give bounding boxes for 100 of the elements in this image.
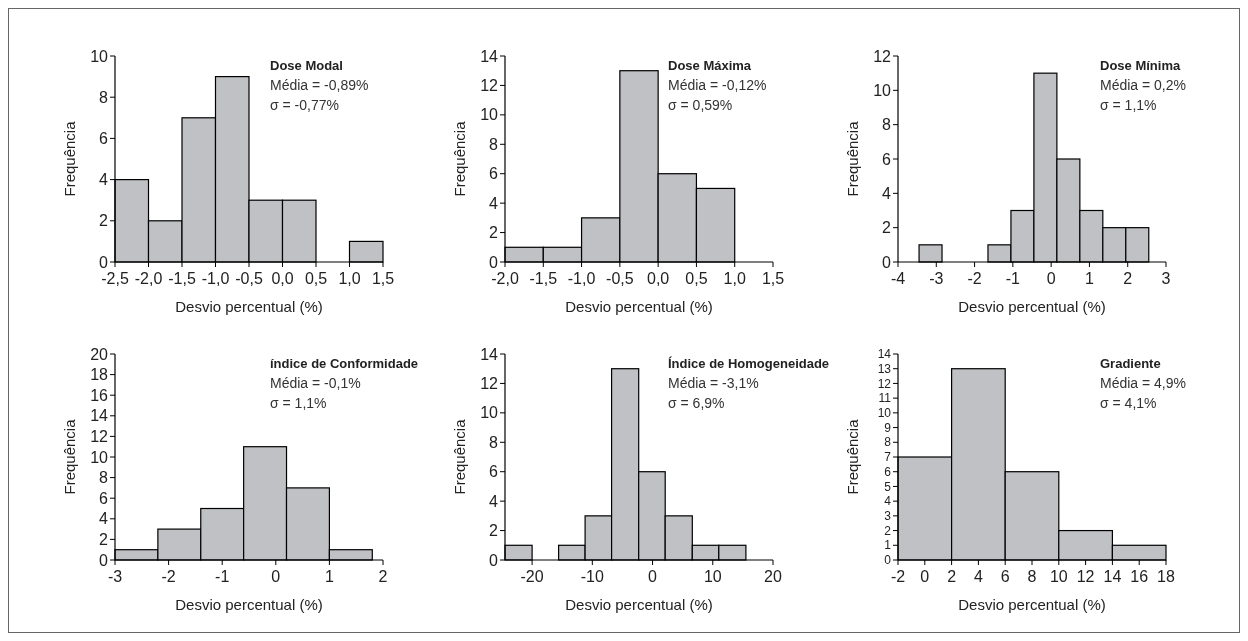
x-tick-label: 12 [1076, 568, 1095, 585]
x-tick-label: 1,5 [761, 270, 785, 287]
y-tick-label: 6 [489, 463, 499, 481]
y-tick-label: 10 [873, 81, 892, 99]
y-tick-label: 20 [90, 345, 109, 363]
x-axis-title: Desvio percentual (%) [565, 298, 713, 315]
x-tick-label: 1,0 [723, 270, 746, 287]
y-tick-label: 4 [489, 194, 499, 212]
y-tick-label: 10 [480, 404, 499, 422]
x-tick-label: -20 [520, 568, 544, 585]
y-axis-title: Frequência [61, 120, 78, 197]
y-tick-label: 7 [884, 450, 892, 465]
x-tick-label: -2 [890, 568, 906, 585]
x-tick-label: 4 [973, 568, 983, 585]
x-tick-label: -4 [890, 270, 906, 287]
y-tick-label: 3 [884, 509, 892, 524]
y-tick-label: 0 [884, 553, 892, 568]
x-tick-label: -0,5 [606, 270, 634, 287]
x-tick-label: -10 [580, 568, 604, 585]
y-tick-label: 4 [489, 492, 499, 510]
annotation: Média = -0,1% [270, 375, 361, 391]
x-tick-label: 3 [1161, 270, 1171, 287]
x-tick-label: -2 [161, 568, 176, 585]
chart-title: Índice de Homogeneidade [668, 356, 830, 371]
y-tick-label: 10 [90, 448, 109, 466]
y-tick-label: 13 [877, 361, 892, 376]
annotation: Média = 4,9% [1100, 375, 1186, 391]
x-tick-label: 0 [920, 568, 930, 585]
y-tick-label: 5 [884, 479, 892, 494]
y-tick-label: 12 [480, 77, 499, 95]
x-tick-label: 20 [764, 568, 782, 585]
y-tick-label: 14 [90, 407, 109, 425]
x-tick-label: -1 [215, 568, 230, 585]
x-tick-label: 0,5 [304, 270, 328, 287]
x-tick-label: 10 [703, 568, 722, 585]
x-tick-label: 1,0 [338, 270, 361, 287]
chart-title: Gradiente [1100, 356, 1161, 371]
y-tick-label: 4 [882, 184, 892, 202]
annotation: σ = -0,77% [270, 97, 339, 113]
x-tick-label: 2 [1123, 270, 1133, 287]
y-tick-label: 6 [99, 489, 109, 507]
y-tick-label: 16 [90, 386, 109, 404]
y-tick-label: 8 [884, 435, 892, 450]
annotation: σ = 1,1% [1100, 97, 1157, 113]
x-axis-title: Desvio percentual (%) [958, 298, 1106, 315]
y-axis-title: Frequência [61, 418, 78, 495]
y-tick-label: 8 [99, 88, 109, 106]
y-tick-label: 2 [489, 224, 499, 242]
x-tick-label: -2,0 [491, 270, 519, 287]
y-tick-label: 4 [884, 494, 892, 509]
x-tick-label: -1,0 [201, 270, 230, 287]
y-tick-label: 12 [480, 375, 499, 393]
y-tick-label: 0 [489, 253, 499, 271]
y-tick-label: 0 [99, 253, 109, 271]
y-tick-label: 14 [480, 47, 499, 65]
y-tick-label: 14 [877, 347, 892, 362]
x-tick-label: -1,5 [168, 270, 196, 287]
annotation: σ = 0,59% [668, 97, 733, 113]
x-tick-label: 0,0 [271, 270, 294, 287]
x-tick-label: -0,5 [235, 270, 263, 287]
annotation: σ = 1,1% [270, 395, 327, 411]
annotation: σ = 4,1% [1100, 395, 1157, 411]
x-tick-label: 1 [324, 568, 334, 585]
y-tick-label: 4 [99, 510, 109, 528]
x-tick-label: 6 [1000, 568, 1010, 585]
x-tick-label: 2 [378, 568, 388, 585]
y-tick-label: 4 [99, 171, 109, 189]
chart-title: índice de Conformidade [270, 356, 419, 371]
y-tick-label: 6 [884, 464, 892, 479]
annotation: Média = -0,12% [668, 77, 767, 93]
y-tick-label: 10 [877, 406, 892, 421]
y-axis-title: Frequência [844, 418, 861, 495]
y-tick-label: 8 [489, 135, 499, 153]
x-tick-label: 1,5 [371, 270, 395, 287]
y-tick-label: 8 [882, 116, 892, 134]
x-axis-title: Desvio percentual (%) [958, 596, 1106, 613]
x-tick-label: -2 [967, 270, 982, 287]
x-tick-label: 0,5 [685, 270, 708, 287]
x-tick-label: -1,5 [529, 270, 558, 287]
y-tick-label: 2 [99, 531, 109, 548]
y-tick-label: 10 [90, 47, 109, 65]
x-tick-label: 2 [947, 568, 957, 585]
x-axis-title: Desvio percentual (%) [175, 596, 323, 613]
x-tick-label: -2,0 [134, 270, 163, 287]
x-tick-label: 0 [648, 568, 658, 585]
y-tick-label: 6 [489, 165, 499, 183]
y-tick-label: 12 [877, 376, 892, 391]
y-tick-label: 0 [882, 253, 892, 271]
x-tick-label: 0,0 [647, 270, 670, 287]
y-tick-label: 10 [480, 106, 499, 124]
x-tick-label: 0 [1046, 270, 1056, 287]
x-tick-label: 8 [1027, 568, 1037, 585]
y-tick-label: 8 [489, 433, 499, 451]
y-tick-label: 8 [99, 469, 109, 487]
y-axis-title: Frequência [844, 120, 861, 197]
y-tick-label: 0 [489, 551, 499, 569]
y-tick-label: 9 [884, 420, 892, 435]
y-tick-label: 0 [99, 551, 109, 569]
y-tick-label: 1 [884, 538, 892, 553]
chart-title: Dose Mínima [1100, 58, 1181, 73]
